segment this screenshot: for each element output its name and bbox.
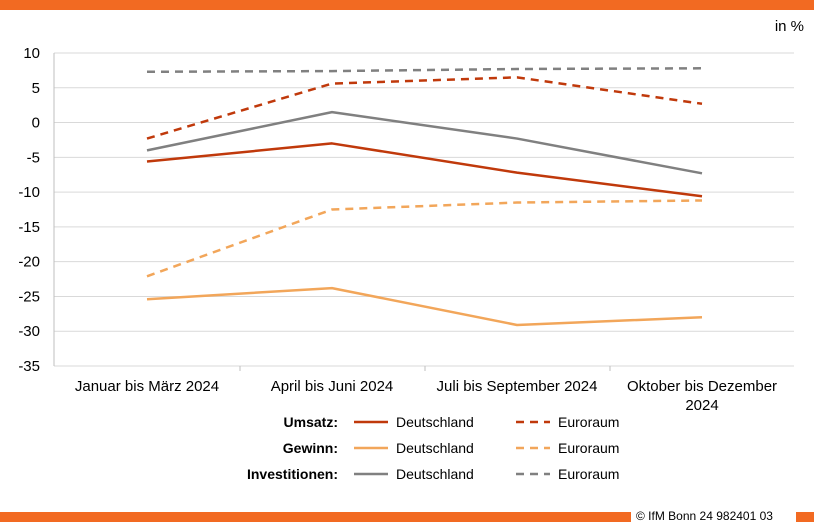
bottom-accent-bar-left <box>0 512 631 522</box>
x-tick-label-line: Januar bis März 2024 <box>75 378 219 395</box>
y-tick-label: 0 <box>32 115 40 132</box>
bottom-accent-bar-right <box>796 512 814 522</box>
legend-group-label: Investitionen: <box>247 466 338 482</box>
series-line-investitionen-deutschland <box>146 110 703 175</box>
x-tick-label-line: 2024 <box>685 397 718 414</box>
series-line-umsatz-euroraum <box>146 76 703 140</box>
y-tick-label: -25 <box>18 288 40 305</box>
y-tick-label: -30 <box>18 323 40 340</box>
y-tick-label: -5 <box>27 149 40 166</box>
y-tick-label: -20 <box>18 254 40 271</box>
legend-group-label: Umsatz: <box>284 414 338 430</box>
x-tick-label: Oktober bis Dezember 2024 <box>627 378 777 414</box>
y-tick-label: 5 <box>32 80 40 97</box>
y-tick-label: 10 <box>23 45 40 62</box>
legend-entry-label: Deutschland <box>396 466 474 482</box>
legend-entry-label: Deutschland <box>396 414 474 430</box>
x-tick-label: Juli bis September 2024 <box>437 378 598 395</box>
legend-entry-label: Euroraum <box>558 440 619 456</box>
y-tick-label: -15 <box>18 219 40 236</box>
x-tick-label: April bis Juni 2024 <box>271 378 394 395</box>
series-line-investitionen-euroraum <box>146 67 703 74</box>
y-tick-label: -35 <box>18 358 40 375</box>
copyright-note: © IfM Bonn 24 982401 03 <box>636 509 773 523</box>
unit-label: in % <box>775 18 804 35</box>
series-line-gewinn-euroraum <box>146 199 703 278</box>
legend-entry-label: Deutschland <box>396 440 474 456</box>
x-tick-label-line: Juli bis September 2024 <box>437 378 598 395</box>
x-tick-label: Januar bis März 2024 <box>75 378 219 395</box>
legend-entry-label: Euroraum <box>558 466 619 482</box>
legend-entry-label: Euroraum <box>558 414 619 430</box>
x-tick-label-line: Oktober bis Dezember <box>627 378 777 395</box>
y-tick-label: -10 <box>18 184 40 201</box>
series-line-gewinn-deutschland <box>146 286 703 327</box>
top-accent-bar <box>0 0 814 10</box>
series-line-umsatz-deutschland <box>146 142 703 198</box>
legend-group-label: Gewinn: <box>283 440 338 456</box>
x-tick-label-line: April bis Juni 2024 <box>271 378 394 395</box>
